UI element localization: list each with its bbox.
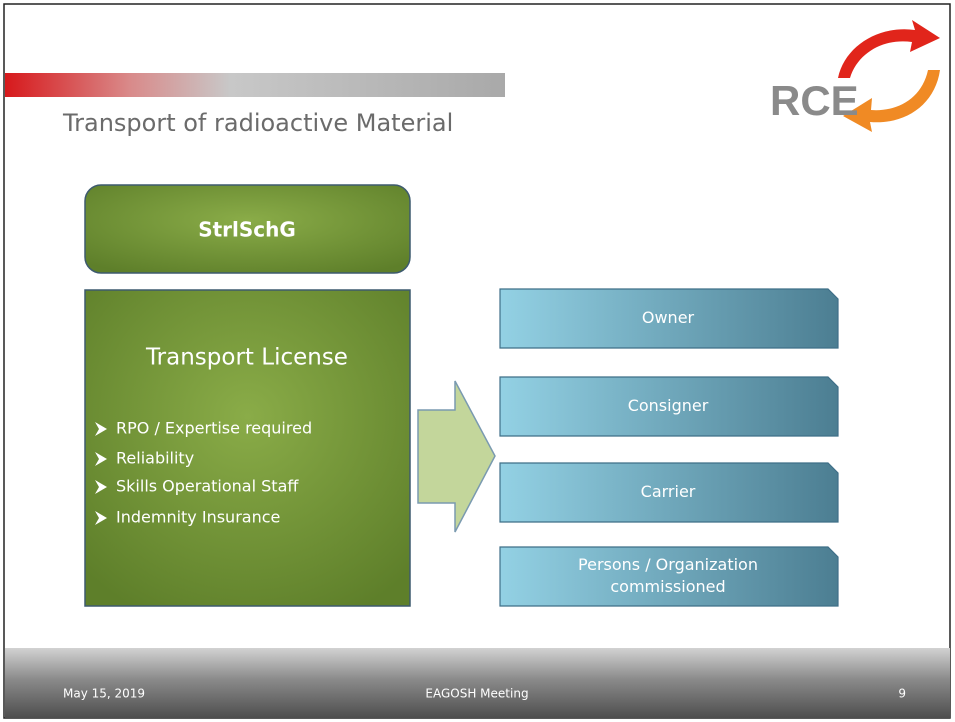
role-box	[499, 376, 839, 437]
role-label: Carrier	[641, 482, 696, 501]
bullet-marker	[95, 511, 107, 525]
role-box	[499, 462, 839, 523]
bullet-text: Skills Operational Staff	[116, 477, 299, 496]
footer-page: 9	[898, 687, 906, 701]
main-box	[84, 289, 411, 607]
role-box	[499, 546, 839, 607]
role-box	[499, 288, 839, 349]
bullet-text: Reliability	[116, 449, 194, 468]
bullet-list: RPO / Expertise required Reliability Skill…	[95, 419, 312, 527]
role-label: Owner	[642, 308, 695, 327]
logo-arrow	[838, 20, 940, 78]
header-bar	[5, 73, 505, 97]
role-list: Owner Consigner Carrier Persons / Organizat…	[499, 288, 839, 607]
bullet-marker	[95, 452, 107, 466]
bullet-text: RPO / Expertise required	[116, 419, 312, 438]
role-label: Persons / Organization	[578, 555, 758, 574]
logo-arrow	[843, 70, 940, 132]
bullet-marker	[95, 422, 107, 436]
main-box-title: Transport License	[145, 345, 348, 371]
bullet-text: Indemnity Insurance	[116, 508, 280, 527]
slide-title: Transport of radioactive Material	[62, 109, 453, 137]
footer-event: EAGOSH Meeting	[425, 687, 528, 701]
role-label: Consigner	[628, 396, 709, 415]
logo: RCE	[770, 20, 940, 132]
arrow	[417, 380, 496, 533]
top-box-label: StrlSchG	[198, 218, 296, 242]
logo-text: RCE	[770, 77, 859, 124]
footer-bar	[5, 648, 950, 718]
role-label: commissioned	[610, 577, 725, 596]
top-box	[84, 184, 411, 274]
bullet-marker	[95, 480, 107, 494]
footer-date: May 15, 2019	[63, 687, 145, 701]
